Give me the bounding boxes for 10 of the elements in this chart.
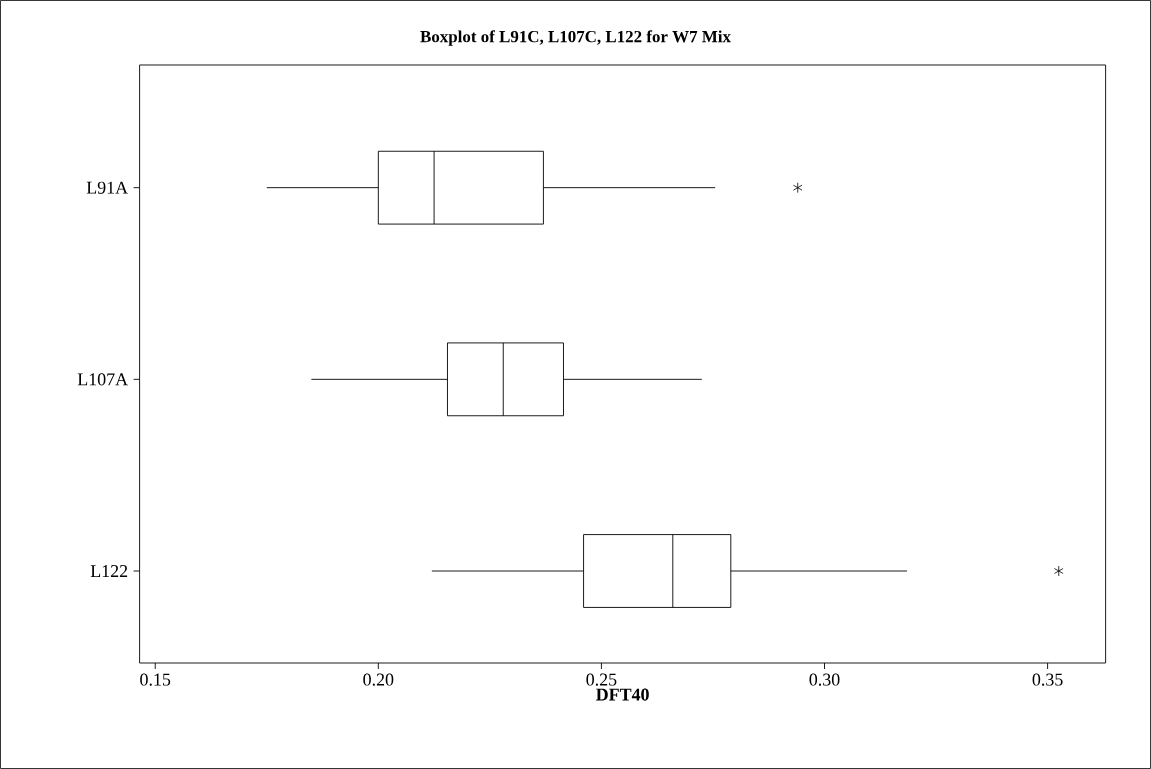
- chart-title: Boxplot of L91C, L107C, L122 for W7 Mix: [420, 30, 731, 46]
- x-tick-label: 0.35: [1032, 673, 1063, 686]
- y-tick-label: L91A: [86, 181, 128, 194]
- x-tick-label: 0.25: [586, 673, 617, 686]
- x-tick-label: 0.15: [140, 673, 171, 686]
- y-tick-label: L107A: [77, 373, 128, 386]
- y-tick-label: L122: [90, 565, 128, 577]
- x-axis-title: DFT40: [596, 688, 649, 701]
- x-tick-label: 0.20: [363, 673, 394, 686]
- x-tick-label: 0.30: [809, 673, 840, 686]
